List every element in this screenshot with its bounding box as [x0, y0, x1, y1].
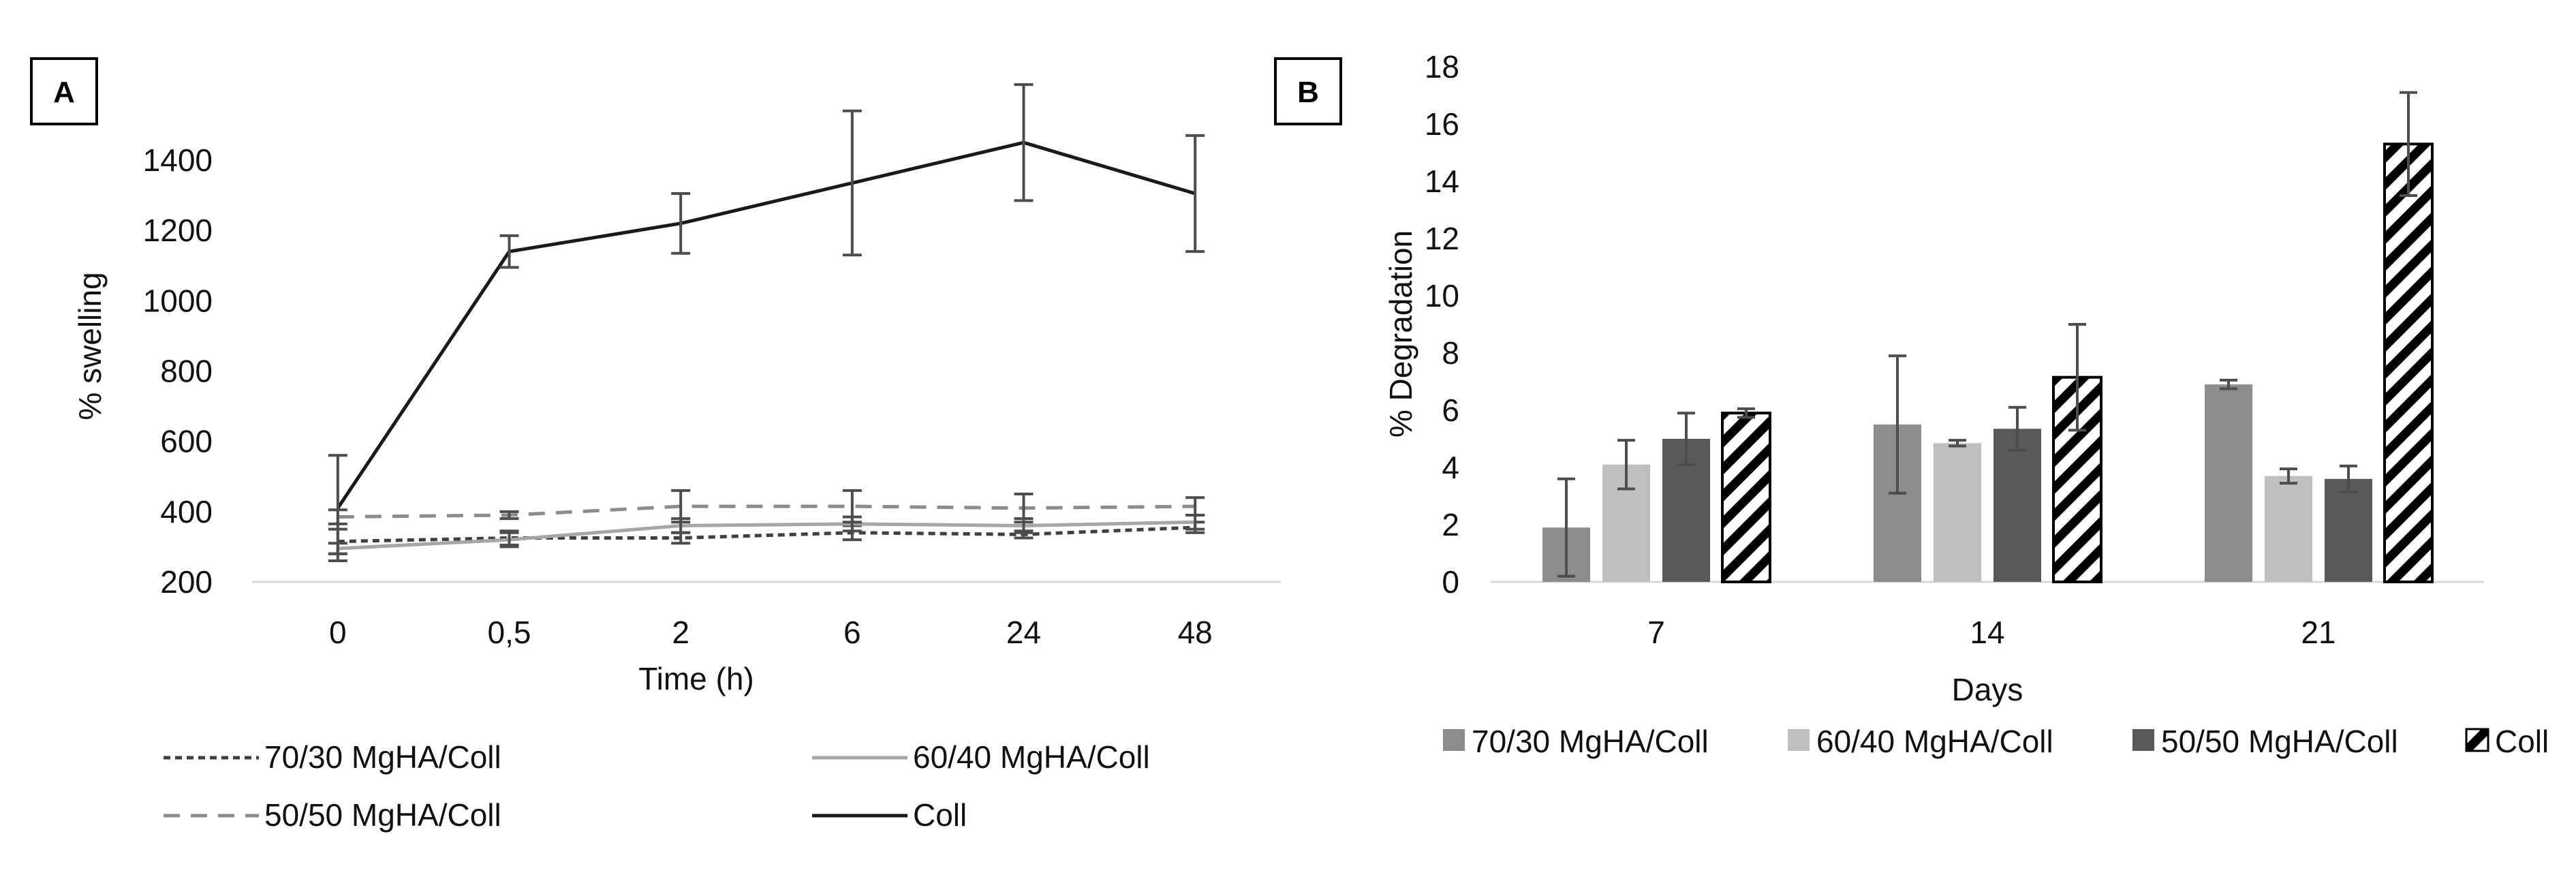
panel-a-x-tick-label: 0 — [329, 615, 347, 650]
panel-b-y-tick-label: 8 — [1442, 335, 1459, 371]
panel-b-x-axis-title: Days — [1952, 672, 2023, 707]
panel-a-series-line — [337, 525, 1196, 544]
panel-b-x-tick-label: 7 — [1647, 615, 1665, 650]
panel-a-legend-label: 70/30 MgHA/Coll — [264, 739, 501, 775]
panel-b: B 0 2 4 6 8 10 12 14 16 18 7 14 21 Days % Degradatio… — [1274, 49, 2549, 759]
panel-a-label: A — [53, 76, 75, 109]
panel-b-y-tick-label: 10 — [1425, 278, 1459, 313]
panel-b-legend-swatch — [2465, 728, 2489, 752]
panel-b-bars — [1542, 91, 2434, 584]
panel-a-label-box — [30, 57, 98, 125]
panel-b-label-box — [1274, 57, 1342, 125]
panel-b-bar — [2205, 384, 2252, 582]
panel-a-series-group — [328, 489, 1205, 525]
panel-b-bar — [2265, 476, 2312, 582]
panel-b-legend-label: 50/50 MgHA/Coll — [2161, 724, 2398, 759]
panel-b-legend-label: Coll — [2495, 724, 2549, 759]
panel-a-y-tick-label: 1400 — [143, 142, 213, 178]
panel-b-x-tick-label: 21 — [2301, 615, 2336, 650]
panel-a-series-group — [328, 521, 1205, 555]
panel-b-legend: 70/30 MgHA/Coll 60/40 MgHA/Coll 50/50 MgHA… — [1443, 724, 2549, 759]
panel-b-series-group — [1602, 439, 2312, 582]
panel-a-y-tick-label: 1200 — [143, 213, 213, 248]
panel-b-legend-label: 60/40 MgHA/Coll — [1816, 724, 2053, 759]
panel-a-series-line — [337, 520, 1196, 551]
panel-a-y-axis-title: % swelling — [72, 272, 108, 420]
panel-a-x-tick-label: 48 — [1178, 615, 1213, 650]
panel-b-y-tick-label: 18 — [1425, 49, 1459, 84]
panel-b-bar — [1721, 412, 1771, 584]
panel-b-bar — [1993, 429, 2041, 582]
panel-a-series-line — [336, 140, 1196, 510]
panel-b-series-group — [1721, 91, 2434, 584]
panel-b-legend-swatch — [2132, 729, 2154, 751]
panel-b-y-tick-label: 14 — [1425, 164, 1459, 199]
panel-a-x-tick-label: 6 — [843, 615, 861, 650]
panel-a-y-tick-label: 400 — [160, 494, 213, 529]
panel-a-legend: 70/30 MgHA/Coll 60/40 MgHA/Coll 50/50 MgHA… — [164, 739, 1150, 833]
panel-b-y-tick-label: 2 — [1442, 507, 1459, 542]
panel-a-legend-label: Coll — [913, 797, 967, 833]
panel-b-axes: 0 2 4 6 8 10 12 14 16 18 7 14 21 — [1425, 49, 2484, 650]
panel-b-series-group — [1662, 405, 2372, 582]
panel-a-series — [328, 83, 1205, 563]
panel-a-x-tick-label: 24 — [1006, 615, 1041, 650]
panel-b-y-tick-label: 6 — [1442, 392, 1459, 428]
panel-a-x-tick-label: 2 — [672, 615, 689, 650]
panel-b-y-tick-label: 16 — [1425, 106, 1459, 142]
panel-a-x-tick-label: 0,5 — [488, 615, 531, 650]
panel-a-legend-label: 60/40 MgHA/Coll — [913, 739, 1150, 775]
panel-b-bar — [2325, 478, 2372, 582]
panel-b-legend-label: 70/30 MgHA/Coll — [1472, 724, 1709, 759]
panel-a-y-tick-label: 200 — [160, 564, 213, 600]
panel-b-y-tick-label: 4 — [1442, 450, 1459, 485]
panel-a-axes: 200 400 600 800 1000 1200 1400 0 0,5 2 6 24 48 — [143, 142, 1281, 650]
panel-a-y-tick-label: 1000 — [143, 283, 213, 318]
panel-a-y-tick-label: 600 — [160, 424, 213, 459]
panel-a-series-group — [328, 83, 1205, 563]
panel-a-legend-label: 50/50 MgHA/Coll — [264, 797, 501, 833]
panel-b-y-tick-label: 12 — [1425, 221, 1459, 256]
panel-b-x-tick-label: 14 — [1970, 615, 2004, 650]
panel-b-series-group — [1542, 354, 2252, 582]
panel-a-series-line — [337, 504, 1196, 519]
panel-b-bar — [2383, 142, 2434, 583]
panel-b-bar — [1934, 443, 1981, 582]
panel-a: A 200 400 600 800 1000 1200 1400 0 0,5 2 6 24 48 Tim… — [30, 57, 1281, 833]
panel-b-y-axis-title: % Degradation — [1383, 230, 1418, 437]
panel-b-label: B — [1297, 76, 1319, 109]
panel-b-y-tick-label: 0 — [1442, 564, 1459, 600]
panel-a-y-tick-label: 800 — [160, 354, 213, 389]
panel-a-x-axis-title: Time (h) — [638, 661, 754, 696]
panel-b-legend-swatch — [1788, 729, 1810, 751]
panel-b-legend-swatch — [1443, 729, 1465, 751]
